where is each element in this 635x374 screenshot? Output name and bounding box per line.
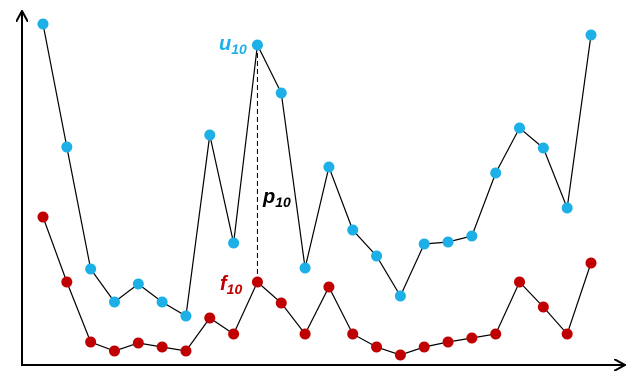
data-point [490, 328, 502, 340]
annotation: f10 [220, 273, 242, 297]
data-point [299, 328, 311, 340]
data-point [418, 341, 430, 353]
data-point [585, 29, 597, 41]
data-point [371, 250, 383, 262]
data-point [347, 328, 359, 340]
data-point [204, 312, 216, 324]
data-point [156, 341, 168, 353]
data-point [561, 202, 573, 214]
annotation-subscript: 10 [275, 194, 291, 210]
data-point [514, 122, 526, 134]
data-point [204, 129, 216, 141]
data-point [442, 236, 454, 248]
data-point [371, 341, 383, 353]
plot [37, 18, 597, 361]
data-point [108, 345, 120, 357]
data-point [275, 297, 287, 309]
data-point [37, 18, 49, 30]
data-point [561, 328, 573, 340]
data-point [394, 290, 406, 302]
data-point [132, 337, 144, 349]
data-point [228, 328, 240, 340]
data-point [466, 332, 478, 344]
data-point [585, 257, 597, 269]
data-point [418, 238, 430, 250]
annotation: p10 [262, 186, 291, 210]
series-line [42, 23, 592, 317]
data-point [347, 224, 359, 236]
annotation-text: f [220, 273, 229, 295]
data-point [394, 349, 406, 361]
data-point [180, 345, 192, 357]
data-point [442, 336, 454, 348]
data-point [132, 278, 144, 290]
data-point [228, 237, 240, 249]
data-point [180, 310, 192, 322]
annotation-text: p [262, 186, 275, 208]
data-point [490, 167, 502, 179]
annotation-text: u [219, 33, 231, 55]
data-point [251, 276, 263, 288]
annotation: u10 [219, 33, 247, 57]
data-point [299, 262, 311, 274]
annotation-subscript: 10 [231, 41, 247, 57]
data-point [466, 230, 478, 242]
data-point [85, 263, 97, 275]
data-point [275, 87, 287, 99]
annotation-subscript: 10 [227, 281, 243, 297]
series-line [42, 216, 592, 356]
data-point [537, 301, 549, 313]
data-point [61, 141, 73, 153]
data-point [323, 161, 335, 173]
data-point [537, 142, 549, 154]
data-point [108, 296, 120, 308]
data-point [251, 39, 263, 51]
data-point [85, 336, 97, 348]
data-point [323, 281, 335, 293]
data-point [37, 211, 49, 223]
data-point [61, 276, 73, 288]
data-point [514, 276, 526, 288]
data-point [156, 296, 168, 308]
